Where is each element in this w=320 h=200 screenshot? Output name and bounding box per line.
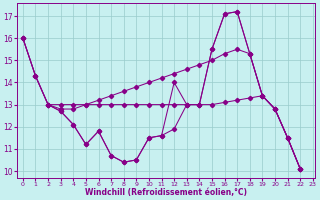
X-axis label: Windchill (Refroidissement éolien,°C): Windchill (Refroidissement éolien,°C) <box>85 188 247 197</box>
